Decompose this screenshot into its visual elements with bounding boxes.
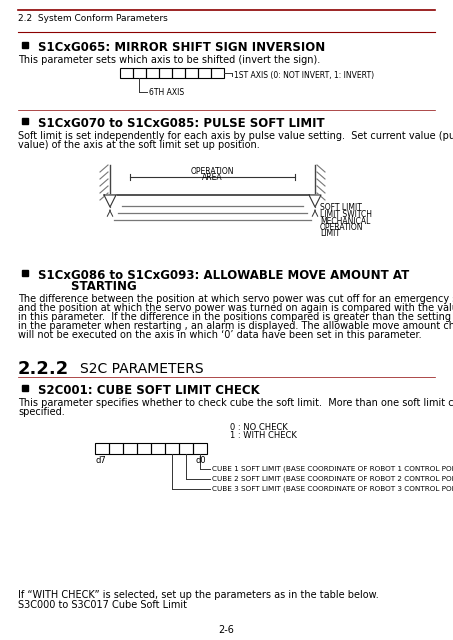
Text: specified.: specified. <box>18 407 65 417</box>
Bar <box>120 68 133 78</box>
Text: AREA: AREA <box>202 173 222 182</box>
Bar <box>151 443 165 454</box>
Polygon shape <box>309 195 321 207</box>
Text: d0: d0 <box>195 456 206 465</box>
Text: 0 : NO CHECK: 0 : NO CHECK <box>230 423 288 432</box>
Bar <box>146 68 159 78</box>
Text: in this parameter.  If the difference in the positions compared is greater than : in this parameter. If the difference in … <box>18 312 453 322</box>
Text: Soft limit is set independently for each axis by pulse value setting.  Set curre: Soft limit is set independently for each… <box>18 131 453 141</box>
Text: 2.2.2: 2.2.2 <box>18 360 69 378</box>
Text: STARTING: STARTING <box>38 280 137 293</box>
Text: S2C PARAMETERS: S2C PARAMETERS <box>80 362 204 376</box>
Bar <box>22 118 28 124</box>
Text: 6TH AXIS: 6TH AXIS <box>149 88 184 97</box>
Text: 1 : WITH CHECK: 1 : WITH CHECK <box>230 431 297 440</box>
Bar <box>95 443 109 454</box>
Text: OPERATION: OPERATION <box>320 223 363 232</box>
Text: S1CxG086 to S1CxG093: ALLOWABLE MOVE AMOUNT AT: S1CxG086 to S1CxG093: ALLOWABLE MOVE AMO… <box>38 269 409 282</box>
Text: The difference between the position at which servo power was cut off for an emer: The difference between the position at w… <box>18 294 453 304</box>
Text: This parameter specifies whether to check cube the soft limit.  More than one so: This parameter specifies whether to chec… <box>18 398 453 408</box>
Bar <box>179 443 193 454</box>
Text: LIMIT: LIMIT <box>320 229 340 238</box>
Bar <box>165 443 179 454</box>
Text: OPERATION: OPERATION <box>190 167 234 176</box>
Bar <box>172 68 185 78</box>
Text: and the position at which the servo power was turned on again is compared with t: and the position at which the servo powe… <box>18 303 453 313</box>
Bar <box>211 68 224 78</box>
Text: CUBE 3 SOFT LIMIT (BASE COORDINATE OF ROBOT 3 CONTROL POINT): CUBE 3 SOFT LIMIT (BASE COORDINATE OF RO… <box>212 486 453 493</box>
Text: CUBE 1 SOFT LIMIT (BASE COORDINATE OF ROBOT 1 CONTROL POINT): CUBE 1 SOFT LIMIT (BASE COORDINATE OF RO… <box>212 466 453 472</box>
Text: This parameter sets which axis to be shifted (invert the sign).: This parameter sets which axis to be shi… <box>18 55 320 65</box>
Text: LIMIT SWITCH: LIMIT SWITCH <box>320 210 372 219</box>
Text: S2C001: CUBE SOFT LIMIT CHECK: S2C001: CUBE SOFT LIMIT CHECK <box>38 384 260 397</box>
Text: 2-6: 2-6 <box>218 625 234 635</box>
Bar <box>137 443 151 454</box>
Text: S3C000 to S3C017 Cube Soft Limit: S3C000 to S3C017 Cube Soft Limit <box>18 600 187 610</box>
Text: 1ST AXIS (0: NOT INVERT, 1: INVERT): 1ST AXIS (0: NOT INVERT, 1: INVERT) <box>234 71 374 80</box>
Bar <box>198 68 211 78</box>
Text: 2.2  System Conform Parameters: 2.2 System Conform Parameters <box>18 14 168 23</box>
Bar <box>22 42 28 48</box>
Bar <box>133 68 146 78</box>
Polygon shape <box>104 195 116 207</box>
Bar <box>22 385 28 391</box>
Bar <box>22 270 28 276</box>
Text: S1CxG065: MIRROR SHIFT SIGN INVERSION: S1CxG065: MIRROR SHIFT SIGN INVERSION <box>38 41 325 54</box>
Bar <box>123 443 137 454</box>
Text: d7: d7 <box>95 456 106 465</box>
Text: will not be executed on the axis in which ‘0’ data have been set in this paramet: will not be executed on the axis in whic… <box>18 330 422 340</box>
Bar <box>109 443 123 454</box>
Bar <box>193 443 207 454</box>
Bar <box>159 68 172 78</box>
Text: MECHANICAL: MECHANICAL <box>320 217 371 226</box>
Text: S1CxG070 to S1CxG085: PULSE SOFT LIMIT: S1CxG070 to S1CxG085: PULSE SOFT LIMIT <box>38 117 325 130</box>
Text: If “WITH CHECK” is selected, set up the parameters as in the table below.: If “WITH CHECK” is selected, set up the … <box>18 590 379 600</box>
Text: CUBE 2 SOFT LIMIT (BASE COORDINATE OF ROBOT 2 CONTROL POINT): CUBE 2 SOFT LIMIT (BASE COORDINATE OF RO… <box>212 476 453 483</box>
Text: value) of the axis at the soft limit set up position.: value) of the axis at the soft limit set… <box>18 140 260 150</box>
Bar <box>185 68 198 78</box>
Text: SOFT LIMIT: SOFT LIMIT <box>320 203 362 212</box>
Text: in the parameter when restarting , an alarm is displayed. The allowable move amo: in the parameter when restarting , an al… <box>18 321 453 331</box>
